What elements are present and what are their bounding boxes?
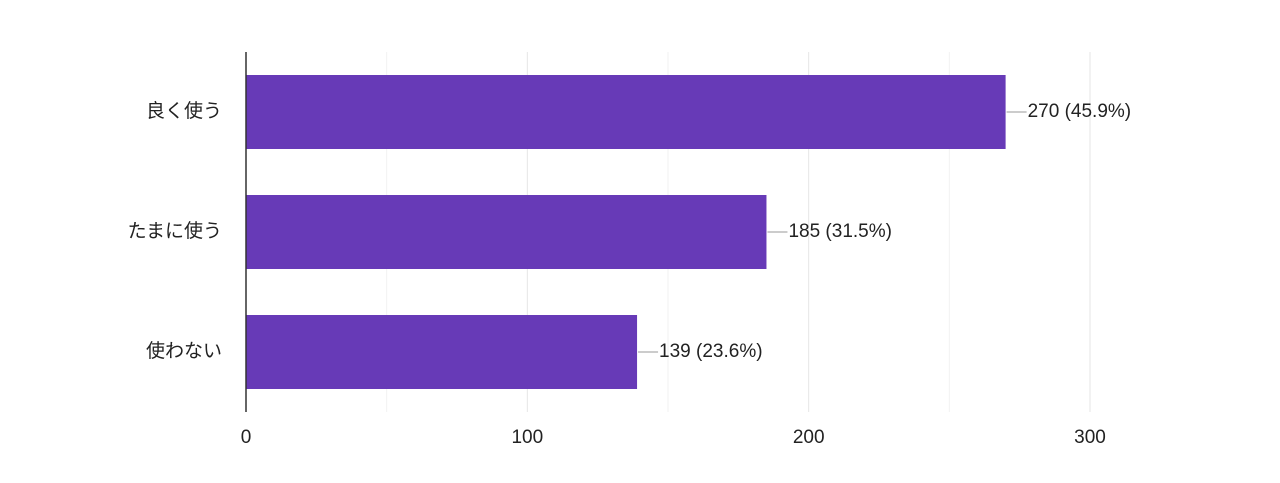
value-label: 139 (23.6%) — [659, 341, 763, 362]
value-label: 185 (31.5%) — [788, 221, 892, 242]
bar — [246, 315, 638, 389]
bar — [246, 195, 767, 269]
x-tick-label: 300 — [1074, 427, 1106, 448]
value-label: 270 (45.9%) — [1028, 101, 1132, 122]
y-tick-label: たまに使う — [128, 220, 222, 242]
y-tick-label: 使わない — [146, 340, 222, 362]
bar — [246, 75, 1006, 149]
x-tick-label: 200 — [793, 427, 825, 448]
x-tick-label: 0 — [241, 427, 252, 448]
x-tick-label: 100 — [511, 427, 543, 448]
y-tick-label: 良く使う — [146, 100, 222, 122]
